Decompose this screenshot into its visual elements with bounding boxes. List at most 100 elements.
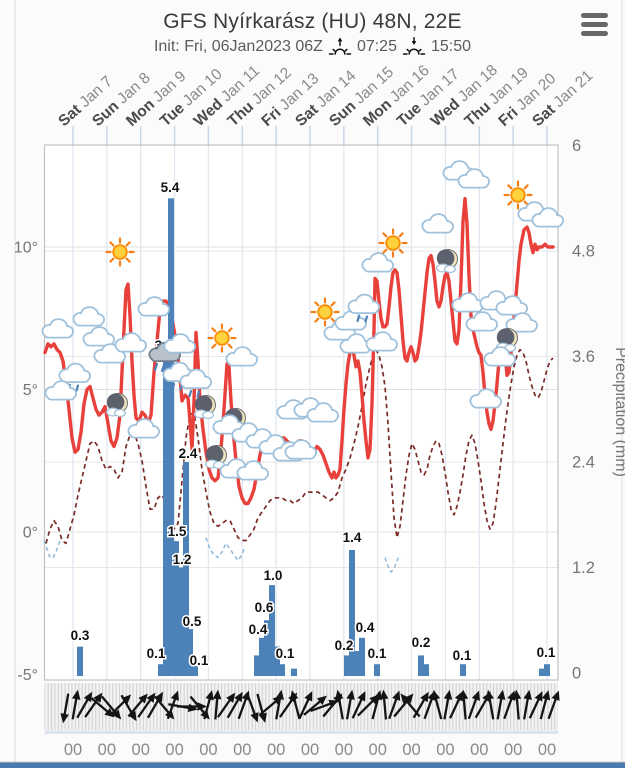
wind-arrow bbox=[71, 689, 81, 720]
dew-point-line bbox=[45, 348, 554, 545]
precip-bar bbox=[158, 664, 164, 676]
precip-bar bbox=[178, 567, 184, 676]
precipitation-axis-title: Precipitation (mm) bbox=[612, 347, 625, 477]
hour-label: 00 bbox=[132, 741, 150, 759]
precip-bar bbox=[254, 655, 260, 676]
hour-label: 00 bbox=[233, 741, 251, 759]
wind-arrow bbox=[443, 689, 453, 720]
hour-label: 00 bbox=[64, 741, 82, 759]
temperature-axis-labels: 10° 5° 0° -5° bbox=[14, 240, 38, 685]
svg-text:1.2: 1.2 bbox=[572, 559, 595, 577]
sun-icon bbox=[378, 228, 408, 258]
precip-bar bbox=[291, 668, 297, 676]
precip-value-label: 0.4 bbox=[249, 622, 268, 637]
svg-text:10°: 10° bbox=[14, 240, 38, 257]
feels-like-line bbox=[43, 537, 401, 574]
precip-value-label: 0.1 bbox=[276, 646, 295, 661]
wind-arrow bbox=[512, 689, 522, 720]
sunrise-time: 07:25 bbox=[356, 38, 397, 55]
precip-value-label: 5.4 bbox=[161, 180, 180, 195]
hour-label: 00 bbox=[267, 741, 285, 759]
wind-arrow bbox=[226, 691, 243, 719]
page-title: GFS Nyírkarász (HU) 48N, 22E bbox=[163, 10, 462, 33]
wind-arrow bbox=[467, 690, 480, 720]
day-gridlines bbox=[72, 126, 548, 680]
wind-arrow bbox=[528, 691, 543, 719]
header: GFS Nyírkarász (HU) 48N, 22E Init: Fri, … bbox=[0, 0, 625, 57]
wind-arrow bbox=[237, 690, 250, 720]
wind-arrow bbox=[523, 689, 532, 720]
sun-icon bbox=[207, 323, 237, 353]
moon-icon bbox=[436, 248, 458, 274]
precipitation-bars bbox=[77, 198, 550, 676]
hour-label: 00 bbox=[402, 741, 420, 759]
wind-arrow bbox=[539, 690, 551, 720]
precip-bar bbox=[460, 664, 466, 676]
precip-bar bbox=[418, 655, 424, 676]
precip-value-label: 0.1 bbox=[537, 645, 556, 660]
wind-arrow bbox=[246, 693, 259, 723]
svg-text:3.6: 3.6 bbox=[572, 348, 595, 366]
wind-arrow bbox=[351, 691, 366, 719]
precip-bar bbox=[349, 549, 355, 676]
precip-value-label: 0.5 bbox=[183, 614, 202, 629]
precip-value-label: 1.4 bbox=[343, 530, 362, 545]
precip-value-label: 0.2 bbox=[335, 638, 354, 653]
wind-arrow bbox=[459, 689, 469, 720]
precip-value-label: 0.2 bbox=[412, 635, 431, 650]
precip-bar bbox=[192, 664, 198, 676]
hamburger-menu-icon[interactable] bbox=[581, 13, 609, 37]
wind-arrow bbox=[76, 691, 93, 719]
hour-label: 00 bbox=[470, 741, 488, 759]
wind-arrow bbox=[379, 689, 389, 720]
wind-arrow bbox=[109, 694, 132, 717]
wind-arrow bbox=[334, 689, 344, 720]
precip-bar bbox=[354, 651, 360, 676]
wind-arrow bbox=[217, 692, 236, 718]
precip-value-label: 0.6 bbox=[255, 600, 274, 615]
plot-border bbox=[43, 144, 559, 681]
precip-bar bbox=[279, 664, 285, 676]
sun-icon bbox=[105, 237, 135, 267]
precip-bar bbox=[187, 629, 193, 676]
wind-strip-underline bbox=[44, 730, 558, 734]
wind-arrow bbox=[137, 692, 156, 718]
hour-label: 00 bbox=[98, 741, 116, 759]
moon-icon bbox=[194, 394, 216, 420]
sunrise-icon bbox=[328, 37, 352, 55]
hour-label: 00 bbox=[436, 741, 454, 759]
precip-bar bbox=[259, 637, 265, 676]
wind-arrow bbox=[147, 691, 163, 719]
temperature-line bbox=[43, 196, 555, 506]
svg-text:5°: 5° bbox=[23, 382, 38, 399]
moon-icon bbox=[106, 392, 128, 418]
hour-label: 00 bbox=[335, 741, 353, 759]
precip-value-label: 1.5 bbox=[168, 524, 187, 539]
svg-text:0: 0 bbox=[572, 665, 581, 683]
svg-text:0°: 0° bbox=[23, 525, 38, 542]
sunset-time: 15:50 bbox=[430, 38, 472, 55]
wind-arrow bbox=[275, 689, 285, 720]
hour-label: 00 bbox=[301, 741, 319, 759]
wind-arrow bbox=[212, 689, 222, 720]
precip-value-label: 0.4 bbox=[356, 620, 375, 635]
precip-bar bbox=[183, 462, 189, 676]
wind-arrow bbox=[303, 695, 327, 716]
wind-arrow bbox=[547, 690, 560, 720]
wind-arrow bbox=[120, 694, 137, 722]
hour-label: 00 bbox=[504, 741, 522, 759]
svg-text:6: 6 bbox=[572, 137, 581, 155]
precip-value-label: 2.4 bbox=[179, 446, 198, 461]
wind-arrow bbox=[298, 691, 313, 719]
wind-arrow bbox=[290, 690, 301, 720]
wind-arrow bbox=[60, 693, 70, 724]
precip-bar bbox=[264, 620, 270, 676]
hour-label: 00 bbox=[165, 741, 183, 759]
init-label: Init: Fri, 06Jan2023 06Z bbox=[153, 38, 323, 55]
precip-bar bbox=[173, 541, 179, 676]
precip-bar bbox=[344, 655, 350, 676]
precip-bar bbox=[269, 585, 275, 676]
